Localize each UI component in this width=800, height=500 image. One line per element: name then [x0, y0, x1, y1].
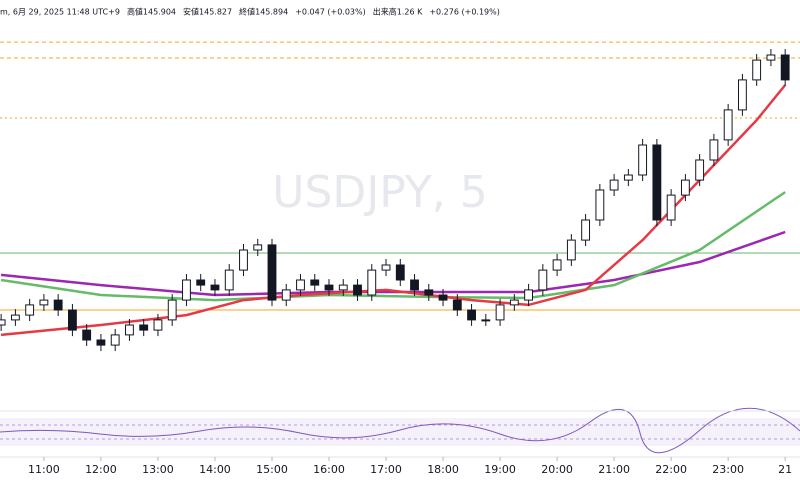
candle-body [495, 304, 505, 321]
x-tick-label: 12:00 [85, 463, 117, 476]
x-tick-label: 23:00 [712, 463, 744, 476]
candle-body [281, 289, 291, 301]
candle-body [438, 294, 448, 301]
header: m, 6月 29, 2025 11:48 UTC+9 高値145.904 安値145… [0, 7, 500, 17]
x-tick-label: 19:00 [484, 463, 516, 476]
candle-body [10, 314, 20, 321]
candle-body [752, 59, 762, 81]
candle-body [737, 79, 747, 111]
candle-body [96, 339, 106, 346]
candle-body [338, 284, 348, 291]
candle-body [253, 244, 263, 251]
candle-body [381, 264, 391, 271]
header-item: 出来高1.26 K [373, 7, 423, 17]
candle-body [566, 239, 576, 261]
candle-body [780, 54, 790, 81]
candle-body [552, 259, 562, 271]
header-item: 安値145.827 [183, 7, 232, 17]
candle-body [310, 279, 320, 286]
header-item: m, 6月 29, 2025 11:48 UTC+9 [0, 8, 120, 17]
candle-body [581, 219, 591, 241]
header-item: 終値145.894 [239, 7, 288, 17]
x-tick-label: 17:00 [370, 463, 402, 476]
candle-body [481, 319, 491, 322]
x-tick-label: 15:00 [256, 463, 288, 476]
candle-body [224, 269, 234, 291]
candle-body [709, 139, 719, 161]
x-tick-label: 20:00 [541, 463, 573, 476]
indicator-band [0, 418, 800, 446]
candle-body [210, 284, 220, 291]
x-tick-label: 13:00 [142, 463, 174, 476]
candle-body [324, 284, 334, 291]
candle-body [367, 269, 377, 296]
header-item: +0.047 (+0.03%) [295, 8, 366, 17]
candle-body [239, 249, 248, 271]
candle-body [53, 299, 63, 311]
candle-body [695, 159, 705, 181]
candle-body [766, 54, 776, 61]
candle-body [182, 279, 191, 301]
candle-body [267, 244, 277, 301]
header-item: +0.276 (+0.19%) [429, 8, 500, 17]
candle-body [623, 174, 633, 181]
candle-body [125, 324, 134, 336]
header-item: 高値145.904 [127, 7, 176, 17]
x-tick-label: 16:00 [313, 463, 345, 476]
candle-body [196, 279, 206, 286]
x-tick-label: 21:00 [598, 463, 630, 476]
candle-body [0, 319, 6, 326]
candle-body [395, 264, 405, 281]
candle-body [680, 179, 690, 196]
x-tick-label: 11:00 [28, 463, 60, 476]
candle-body [509, 299, 519, 306]
x-tick-label: 22:00 [655, 463, 687, 476]
candle-body [25, 304, 35, 316]
candle-body [167, 299, 177, 321]
candle-body [638, 144, 648, 176]
candle-body [652, 144, 662, 221]
indicator-line [0, 407, 800, 454]
x-tick-label: 14:00 [199, 463, 231, 476]
candle-body [353, 284, 362, 296]
candle-body [67, 309, 77, 331]
x-tick-label: 21 [778, 463, 792, 476]
candle-body [424, 289, 434, 296]
candle-body [595, 189, 605, 221]
candle-body [153, 319, 163, 331]
candle-body [139, 324, 149, 331]
candle-body [82, 329, 92, 341]
candle-body [410, 279, 419, 291]
candle-body [110, 334, 120, 346]
watermark: USDJPY, 5 [272, 167, 487, 218]
candle-body [467, 309, 476, 321]
candle-body [452, 299, 462, 311]
candle-body [666, 194, 676, 221]
candle-body [538, 269, 548, 291]
candle-body [723, 109, 733, 141]
x-tick-label: 18:00 [427, 463, 459, 476]
candle-body [524, 289, 534, 301]
candle-body [39, 299, 49, 306]
candle-body [609, 179, 619, 191]
candle-body [296, 279, 305, 291]
